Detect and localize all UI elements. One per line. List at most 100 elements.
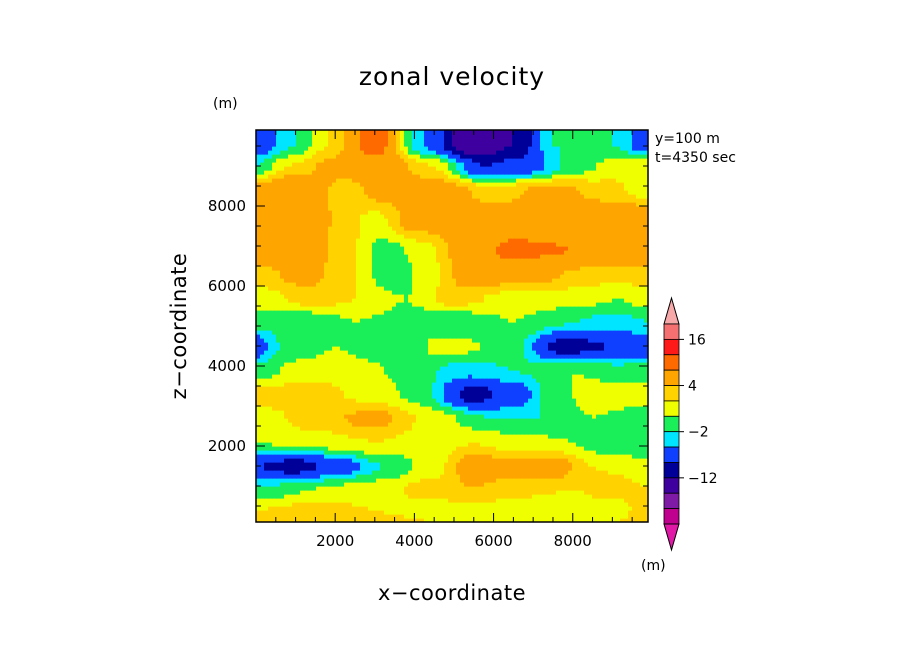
field-cell [396,406,401,411]
field-cell [264,470,269,475]
field-cell [632,354,637,359]
field-cell [288,346,293,351]
field-cell [396,346,401,351]
field-cell [456,398,461,403]
field-cell [328,418,333,423]
field-cell [280,442,285,447]
field-cell [440,474,445,479]
field-cell [332,354,337,359]
field-cell [368,370,373,375]
field-cell [572,438,577,443]
field-cell [360,462,365,467]
field-cell [284,338,289,343]
field-cell [384,514,389,519]
field-cell [352,502,357,507]
field-cell [504,370,509,375]
field-cell [456,406,461,411]
field-cell [616,422,621,427]
field-cell [632,462,637,467]
field-cell [316,414,321,419]
field-cell [264,402,269,407]
field-cell [608,458,613,463]
field-cell [344,458,349,463]
field-cell [408,398,413,403]
field-cell [632,498,637,503]
field-cell [640,446,645,451]
field-cell [488,466,493,471]
field-cell [320,430,325,435]
field-cell [340,478,345,483]
field-cell [624,506,629,511]
field-cell [268,378,273,383]
field-cell [400,494,405,499]
field-cell [616,374,621,379]
field-cell [632,466,637,471]
field-cell [504,494,509,499]
field-cell [336,490,341,495]
field-cell [272,478,277,483]
field-cell [512,438,517,443]
field-cell [456,378,461,383]
field-cell [508,398,513,403]
field-cell [548,506,553,511]
field-cell [448,390,453,395]
field-cell [336,386,341,391]
field-cell [420,426,425,431]
field-cell [332,514,337,519]
field-cell [576,402,581,407]
field-cell [572,390,577,395]
field-cell [364,378,369,383]
field-cell [644,418,648,423]
field-cell [600,342,605,347]
field-cell [280,386,285,391]
field-cell [348,370,353,375]
field-cell [348,510,353,515]
field-cell [628,370,633,375]
field-cell [300,374,305,379]
field-cell [612,366,617,371]
field-cell [340,426,345,431]
field-cell [640,518,645,522]
field-cell [596,370,601,375]
field-cell [448,322,453,327]
field-cell [316,478,321,483]
field-cell [400,350,405,355]
velocity-field [256,130,648,522]
field-cell [408,358,413,363]
field-cell [488,330,493,335]
field-cell [428,482,433,487]
field-cell [524,510,529,515]
field-cell [556,422,561,427]
field-cell [280,514,285,519]
field-cell [344,382,349,387]
field-cell [584,318,589,323]
field-cell [536,426,541,431]
field-cell [612,490,617,495]
field-cell [524,466,529,471]
field-cell [296,482,301,487]
field-cell [368,318,373,323]
field-cell [504,394,509,399]
field-cell [352,414,357,419]
field-cell [620,402,625,407]
field-cell [300,414,305,419]
field-cell [464,434,469,439]
field-cell [396,474,401,479]
field-cell [272,370,277,375]
field-cell [296,430,301,435]
field-cell [540,326,545,331]
field-cell [588,490,593,495]
field-cell [308,414,313,419]
field-cell [640,402,645,407]
field-cell [312,346,317,351]
field-cell [416,462,421,467]
field-cell [292,394,297,399]
field-cell [376,330,381,335]
field-cell [268,498,273,503]
field-cell [476,326,481,331]
field-cell [380,374,385,379]
field-cell [636,398,641,403]
field-cell [448,362,453,367]
field-cell [356,378,361,383]
field-cell [384,434,389,439]
